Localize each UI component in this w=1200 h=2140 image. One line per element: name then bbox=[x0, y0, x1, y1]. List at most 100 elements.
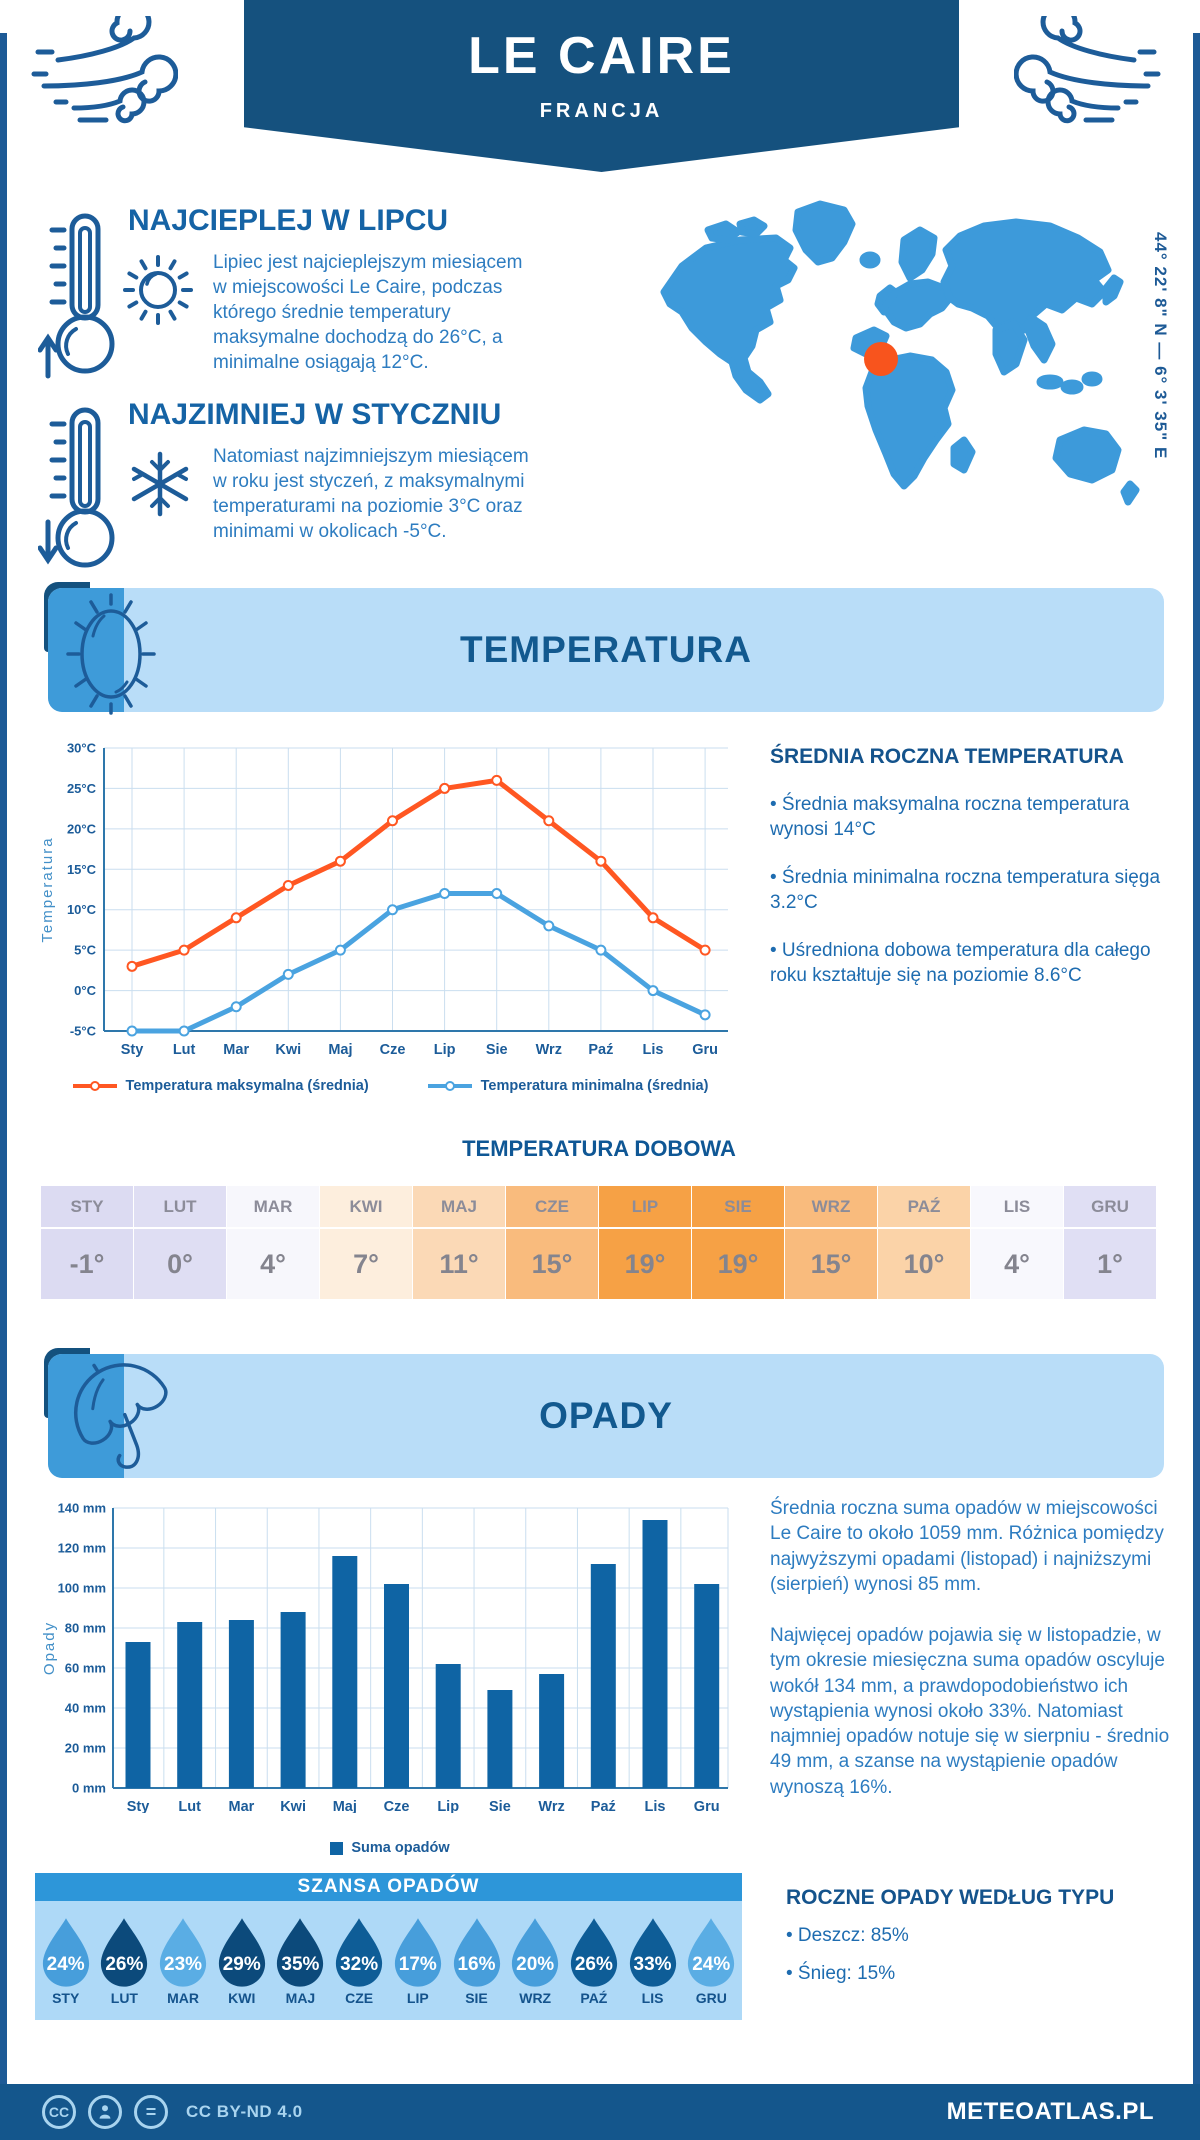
water-drop-icon bbox=[336, 1918, 383, 1987]
coordinates-label: 44° 22' 8" N — 6° 3' 35" E bbox=[1151, 232, 1170, 460]
rain-chance-month: LUT bbox=[110, 1990, 138, 2006]
daily-value-MAR: 4° bbox=[227, 1229, 320, 1299]
svg-text:Sie: Sie bbox=[489, 1799, 511, 1813]
legend-item: Temperatura minimalna (średnia) bbox=[427, 1078, 708, 1094]
svg-text:Wrz: Wrz bbox=[538, 1799, 564, 1813]
snowflake-icon bbox=[131, 451, 189, 517]
annual-bullet: • Średnia maksymalna roczna temperatura … bbox=[770, 794, 1130, 841]
water-drop-icon bbox=[570, 1918, 617, 1987]
rain-chance-CZE: 32% CZE bbox=[331, 1916, 387, 2020]
svg-text:40 mm: 40 mm bbox=[65, 1701, 106, 1716]
rain-chance-month: WRZ bbox=[519, 1990, 552, 2006]
daily-value-LIS: 4° bbox=[971, 1229, 1064, 1299]
rain-chance-percent: 20% bbox=[516, 1954, 555, 1975]
annual-bullet: • Uśredniona dobowa temperatura dla całe… bbox=[770, 940, 1151, 987]
legend-suma-opadow: Suma opadów bbox=[330, 1840, 450, 1856]
water-drop-icon bbox=[42, 1918, 89, 1987]
rain-chance-percent: 29% bbox=[222, 1954, 261, 1975]
brand-label: METEOATLAS.PL bbox=[946, 2098, 1154, 2125]
license-label: CC BY-ND 4.0 bbox=[186, 2102, 303, 2121]
temperature-banner-title: TEMPERATURA bbox=[460, 629, 752, 670]
footer-bar: CC = CC BY-ND 4.0 METEOATLAS.PL bbox=[0, 2084, 1200, 2140]
daily-month-LUT: LUT bbox=[134, 1186, 227, 1229]
annual-temperature-panel: ŚREDNIA ROCZNA TEMPERATURA • Średnia mak… bbox=[770, 745, 1166, 988]
precipitation-text: Średnia roczna suma opadów w miejscowośc… bbox=[770, 1496, 1170, 1826]
cc-icon: CC bbox=[42, 2095, 76, 2129]
water-drop-icon bbox=[688, 1918, 735, 1987]
daily-value-MAJ: 11° bbox=[413, 1229, 506, 1299]
svg-text:Maj: Maj bbox=[328, 1042, 352, 1058]
thermometer-down-icon bbox=[38, 407, 115, 568]
daily-table-header-row: STY LUT MAR KWI MAJ CZE LIP SIE WRZ PAŹ LIS GRU bbox=[41, 1186, 1157, 1229]
warm-text: Lipiec jest najcieplejszym miesiącem w m… bbox=[213, 252, 523, 374]
rain-chance-month: MAR bbox=[167, 1990, 199, 2006]
daily-month-PAŹ: PAŹ bbox=[878, 1186, 971, 1229]
rain-chance-month: KWI bbox=[228, 1990, 256, 2006]
rain-chance-LUT: 26% LUT bbox=[96, 1916, 152, 2020]
svg-text:Mar: Mar bbox=[229, 1799, 255, 1813]
daily-value-GRU: 1° bbox=[1064, 1229, 1157, 1299]
svg-text:Mar: Mar bbox=[223, 1042, 249, 1058]
precipitation-paragraph: Średnia roczna suma opadów w miejscowośc… bbox=[770, 1498, 1164, 1595]
daily-month-SIE: SIE bbox=[692, 1186, 785, 1229]
svg-text:0 mm: 0 mm bbox=[72, 1781, 106, 1796]
daily-value-LIP: 19° bbox=[599, 1229, 692, 1299]
daily-value-CZE: 15° bbox=[506, 1229, 599, 1299]
svg-text:Sie: Sie bbox=[486, 1042, 508, 1058]
svg-text:Temperatura: Temperatura bbox=[40, 836, 56, 942]
cold-text: Natomiast najzimniejszym miesiącem w rok… bbox=[213, 446, 529, 543]
no-derivatives-icon: = bbox=[134, 2095, 168, 2129]
wind-icon bbox=[31, 16, 178, 124]
rain-chance-percent: 26% bbox=[574, 1954, 613, 1975]
water-drop-icon bbox=[277, 1918, 324, 1987]
cold-heading: NAJZIMNIEJ W STYCZNIU bbox=[128, 398, 502, 431]
rain-chance-percent: 16% bbox=[457, 1954, 496, 1975]
svg-text:Kwi: Kwi bbox=[275, 1042, 301, 1058]
page-title: LE CAIRE bbox=[468, 27, 735, 85]
svg-text:Wrz: Wrz bbox=[536, 1042, 562, 1058]
sun-icon bbox=[123, 255, 193, 325]
daily-month-CZE: CZE bbox=[506, 1186, 599, 1229]
rain-chance-panel: SZANSA OPADÓW 24% STY 26% LUT 23% MAR 29% KWI 35… bbox=[35, 1873, 742, 2020]
precipitation-chart-legend: Suma opadów bbox=[40, 1840, 740, 1856]
warm-heading: NAJCIEPLEJ W LIPCU bbox=[128, 204, 449, 237]
rain-chance-percent: 24% bbox=[46, 1954, 85, 1975]
rain-chance-KWI: 29% KWI bbox=[214, 1916, 270, 2020]
water-drop-icon bbox=[159, 1918, 207, 1987]
svg-text:140 mm: 140 mm bbox=[58, 1501, 106, 1516]
daily-value-STY: -1° bbox=[41, 1229, 134, 1299]
wind-icon bbox=[1014, 16, 1161, 124]
svg-text:Maj: Maj bbox=[333, 1799, 357, 1813]
water-drop-icon bbox=[394, 1918, 441, 1987]
svg-text:Paź: Paź bbox=[588, 1042, 613, 1058]
daily-month-LIP: LIP bbox=[599, 1186, 692, 1229]
page-subtitle: FRANCJA bbox=[539, 100, 664, 122]
svg-text:100 mm: 100 mm bbox=[58, 1581, 106, 1596]
svg-text:Lis: Lis bbox=[643, 1042, 664, 1058]
rain-chance-STY: 24% STY bbox=[38, 1916, 94, 2020]
svg-text:20°C: 20°C bbox=[67, 821, 97, 836]
rain-chance-drops: 24% STY 26% LUT 23% MAR 29% KWI 35% MAJ 32% CZE 17% L… bbox=[35, 1901, 742, 2020]
annual-heading: ŚREDNIA ROCZNA TEMPERATURA bbox=[770, 745, 1124, 768]
world-map bbox=[660, 200, 1140, 506]
svg-text:60 mm: 60 mm bbox=[65, 1661, 106, 1676]
svg-text:30°C: 30°C bbox=[67, 741, 97, 756]
svg-text:Lut: Lut bbox=[173, 1042, 196, 1058]
rain-chance-month: SIE bbox=[465, 1990, 488, 2006]
annual-bullet: • Średnia minimalna roczna temperatura s… bbox=[770, 867, 1161, 914]
types-bullet: • Śnieg: 15% bbox=[786, 1963, 896, 1985]
rain-chance-percent: 33% bbox=[633, 1954, 672, 1975]
temperature-banner: TEMPERATURA bbox=[48, 588, 1164, 712]
svg-text:Lip: Lip bbox=[437, 1799, 459, 1813]
precipitation-types-panel: ROCZNE OPADY WEDŁUG TYPU • Deszcz: 85% •… bbox=[786, 1886, 1176, 1986]
right-border bbox=[1193, 33, 1200, 2084]
rain-chance-percent: 23% bbox=[164, 1954, 203, 1975]
daily-month-WRZ: WRZ bbox=[785, 1186, 878, 1229]
daily-value-PAŹ: 10° bbox=[878, 1229, 971, 1299]
legend-swatch bbox=[330, 1841, 344, 1855]
daily-month-LIS: LIS bbox=[971, 1186, 1064, 1229]
water-drop-icon bbox=[629, 1918, 676, 1987]
thermometer-up-icon bbox=[38, 213, 115, 379]
types-heading: ROCZNE OPADY WEDŁUG TYPU bbox=[786, 1886, 1115, 1909]
